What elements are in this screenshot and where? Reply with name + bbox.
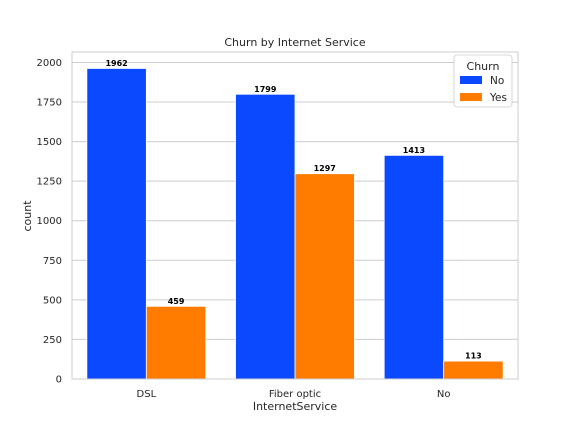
plot-frame	[71, 51, 519, 380]
x-tick-label: DSL	[137, 389, 157, 400]
y-tick-label: 1750	[37, 98, 62, 109]
data-label: 1799	[254, 85, 277, 94]
y-tick-label: 500	[43, 295, 62, 306]
y-tick-label: 250	[43, 335, 62, 346]
y-tick-label: 0	[56, 375, 62, 386]
legend-label-no: No	[490, 75, 504, 87]
bar-fiber-optic-yes	[294, 173, 355, 380]
legend-label-yes: Yes	[489, 92, 507, 104]
x-axis-label: InternetService	[253, 400, 338, 413]
y-tick-label: 1000	[37, 216, 62, 227]
y-axis-label: count	[21, 200, 34, 232]
chart-title: Churn by Internet Service	[224, 36, 365, 49]
legend-swatch-yes	[460, 93, 482, 101]
data-label: 1962	[105, 59, 127, 68]
legend-title: Churn	[467, 60, 500, 73]
y-tick-label: 750	[43, 256, 62, 267]
bar-no-yes	[443, 360, 504, 380]
legend: Churn No Yes	[453, 54, 513, 108]
y-ticks: 0 250 500 750 1000 1250 1500 1750 2000	[37, 58, 62, 386]
data-label: 1413	[403, 146, 425, 155]
y-tick-label: 1500	[37, 137, 62, 148]
data-labels: 1962 459 1799 1297 1413 113	[105, 59, 481, 361]
bars	[86, 68, 504, 380]
data-label: 1297	[314, 164, 336, 173]
data-label: 459	[168, 297, 185, 306]
x-tick-label: No	[437, 389, 451, 400]
data-label: 113	[465, 352, 482, 361]
y-tick-label: 2000	[37, 58, 62, 69]
bar-fiber-optic-no	[235, 93, 296, 380]
bar-no-no	[383, 154, 445, 380]
x-ticks: DSL Fiber optic No	[137, 389, 451, 400]
y-tick-label: 1250	[37, 177, 62, 188]
legend-swatch-no	[460, 76, 482, 84]
bar-dsl-yes	[145, 305, 207, 380]
x-tick-label: Fiber optic	[269, 389, 321, 400]
bar-dsl-no	[86, 68, 147, 380]
